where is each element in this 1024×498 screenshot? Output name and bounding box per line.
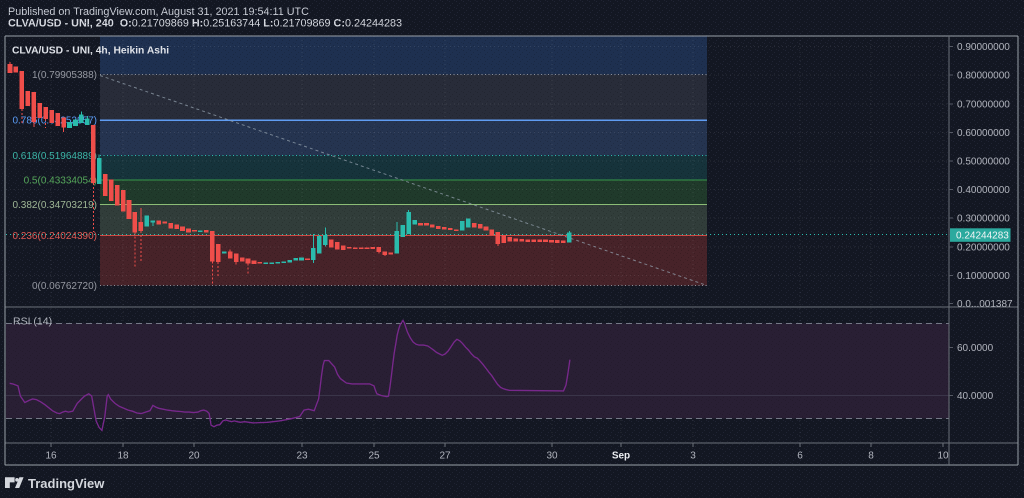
svg-text:0.20000000: 0.20000000 [957, 242, 1010, 253]
svg-text:23: 23 [296, 451, 308, 462]
svg-text:25: 25 [368, 451, 380, 462]
svg-text:27: 27 [439, 451, 451, 462]
svg-text:18: 18 [117, 451, 129, 462]
svg-text:0.0...001387: 0.0...001387 [957, 299, 1013, 310]
svg-text:0.786(0.64252857): 0.786(0.64252857) [12, 116, 97, 127]
svg-text:6: 6 [797, 451, 803, 462]
svg-text:RSI (14): RSI (14) [13, 316, 52, 328]
svg-text:10: 10 [937, 451, 949, 462]
svg-text:0.50000000: 0.50000000 [957, 157, 1010, 168]
svg-text:0.70000000: 0.70000000 [957, 99, 1010, 110]
svg-text:20: 20 [188, 451, 200, 462]
svg-text:0.618(0.51964889): 0.618(0.51964889) [12, 151, 97, 162]
svg-text:3: 3 [690, 451, 696, 462]
svg-text:60.0000: 60.0000 [957, 343, 994, 354]
svg-text:0.5(0.43334054): 0.5(0.43334054) [24, 176, 97, 187]
svg-text:0.40000000: 0.40000000 [957, 185, 1010, 196]
svg-text:1(0.79905388): 1(0.79905388) [32, 70, 97, 81]
svg-text:0.80000000: 0.80000000 [957, 71, 1010, 82]
svg-text:0.90000000: 0.90000000 [957, 42, 1010, 53]
svg-text:0(0.06762720): 0(0.06762720) [32, 281, 97, 292]
svg-text:0.30000000: 0.30000000 [957, 214, 1010, 225]
svg-text:0.60000000: 0.60000000 [957, 128, 1010, 139]
svg-text:8: 8 [868, 451, 874, 462]
svg-text:40.0000: 40.0000 [957, 391, 994, 402]
svg-text:30: 30 [546, 451, 558, 462]
svg-text:0.10000000: 0.10000000 [957, 271, 1010, 282]
svg-text:CLVA/USD - UNI, 4h, Heikin Ash: CLVA/USD - UNI, 4h, Heikin Ashi [12, 46, 169, 57]
svg-text:0.382(0.34703219): 0.382(0.34703219) [12, 200, 97, 211]
svg-text:Sep: Sep [612, 451, 630, 462]
svg-text:0.236(0.24024390): 0.236(0.24024390) [12, 231, 97, 242]
svg-text:TradingView: TradingView [28, 476, 105, 491]
svg-text:16: 16 [45, 451, 57, 462]
svg-text:0.24244283: 0.24244283 [956, 231, 1009, 242]
